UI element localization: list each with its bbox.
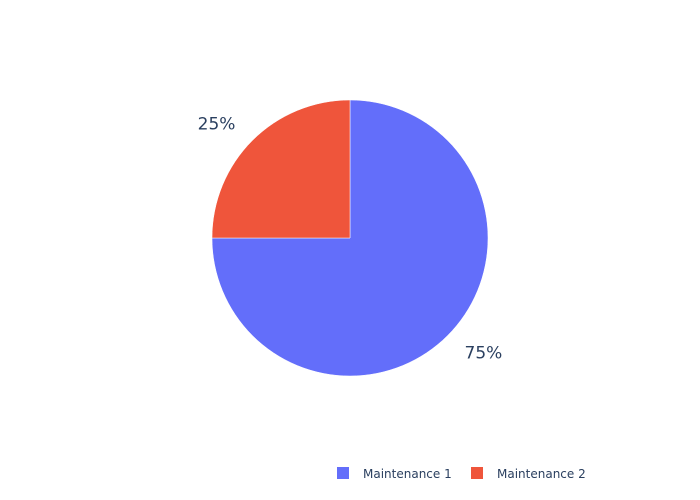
legend-swatch-maintenance-2[interactable] xyxy=(471,467,483,479)
legend: Maintenance 1 Maintenance 2 xyxy=(337,467,586,481)
legend-label-maintenance-1[interactable]: Maintenance 1 xyxy=(363,467,452,481)
pie-label-maintenance-1: 75% xyxy=(465,344,503,364)
legend-label-maintenance-2[interactable]: Maintenance 2 xyxy=(497,467,586,481)
pie-label-maintenance-2: 25% xyxy=(198,114,236,134)
pie-slices xyxy=(211,99,489,377)
pie-labels: 75% 25% xyxy=(198,114,503,363)
pie-slice-maintenance-1[interactable] xyxy=(211,99,489,377)
pie-slice-maintenance-2[interactable] xyxy=(211,99,351,239)
legend-swatch-maintenance-1[interactable] xyxy=(337,467,349,479)
